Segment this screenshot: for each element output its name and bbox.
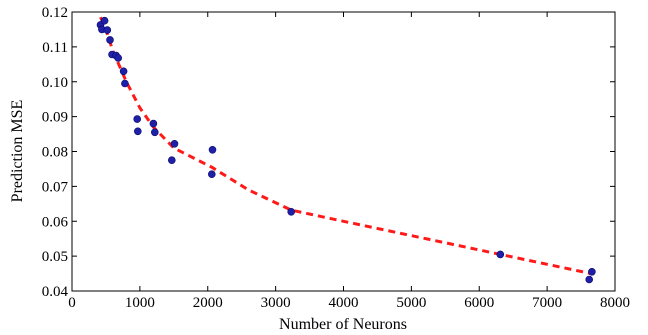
x-tick-label: 4000 <box>329 295 359 311</box>
y-tick-label: 0.07 <box>42 179 69 195</box>
x-tick-label: 5000 <box>396 295 426 311</box>
y-tick-label: 0.08 <box>42 145 68 161</box>
data-point <box>114 54 122 62</box>
data-point <box>121 79 129 88</box>
x-tick-label: 2000 <box>193 295 223 311</box>
x-tick-label: 8000 <box>600 295 630 311</box>
x-axis-title: Number of Neurons <box>279 316 407 333</box>
data-point <box>170 140 179 148</box>
scatter-points-layer <box>96 16 596 284</box>
x-tick-label: 0 <box>68 295 76 311</box>
plot-area <box>71 11 616 292</box>
x-tick-label: 7000 <box>532 295 562 311</box>
fit-line-layer <box>99 16 592 276</box>
y-tick-label: 0.06 <box>42 214 69 230</box>
data-point <box>106 36 114 44</box>
y-tick-label: 0.12 <box>42 5 68 21</box>
data-point <box>133 115 141 123</box>
data-point <box>287 208 296 216</box>
data-point <box>119 67 128 76</box>
data-point <box>100 16 109 25</box>
data-point <box>208 146 217 154</box>
x-tick-label: 6000 <box>464 295 494 311</box>
y-tick-label: 0.09 <box>42 110 68 126</box>
data-point <box>151 128 159 137</box>
y-tick-label: 0.11 <box>42 40 68 56</box>
x-tick-label: 3000 <box>261 295 291 311</box>
fit-line <box>99 16 592 276</box>
axis-ticks: 0 1000 2000 3000 4000 5000 6000 7000 8000 0.04 0.0… <box>42 5 630 311</box>
data-point <box>208 170 216 178</box>
x-tick-label: 1000 <box>125 295 155 311</box>
y-tick-label: 0.10 <box>42 75 68 91</box>
data-point <box>134 127 142 136</box>
data-point <box>103 26 112 34</box>
y-axis-title: Prediction MSE <box>9 100 26 203</box>
data-point <box>168 156 176 164</box>
data-point <box>496 250 505 259</box>
y-tick-label: 0.05 <box>42 249 68 265</box>
data-point <box>149 119 158 128</box>
data-point <box>588 267 596 276</box>
y-tick-label: 0.04 <box>42 284 69 300</box>
data-point <box>585 275 594 284</box>
